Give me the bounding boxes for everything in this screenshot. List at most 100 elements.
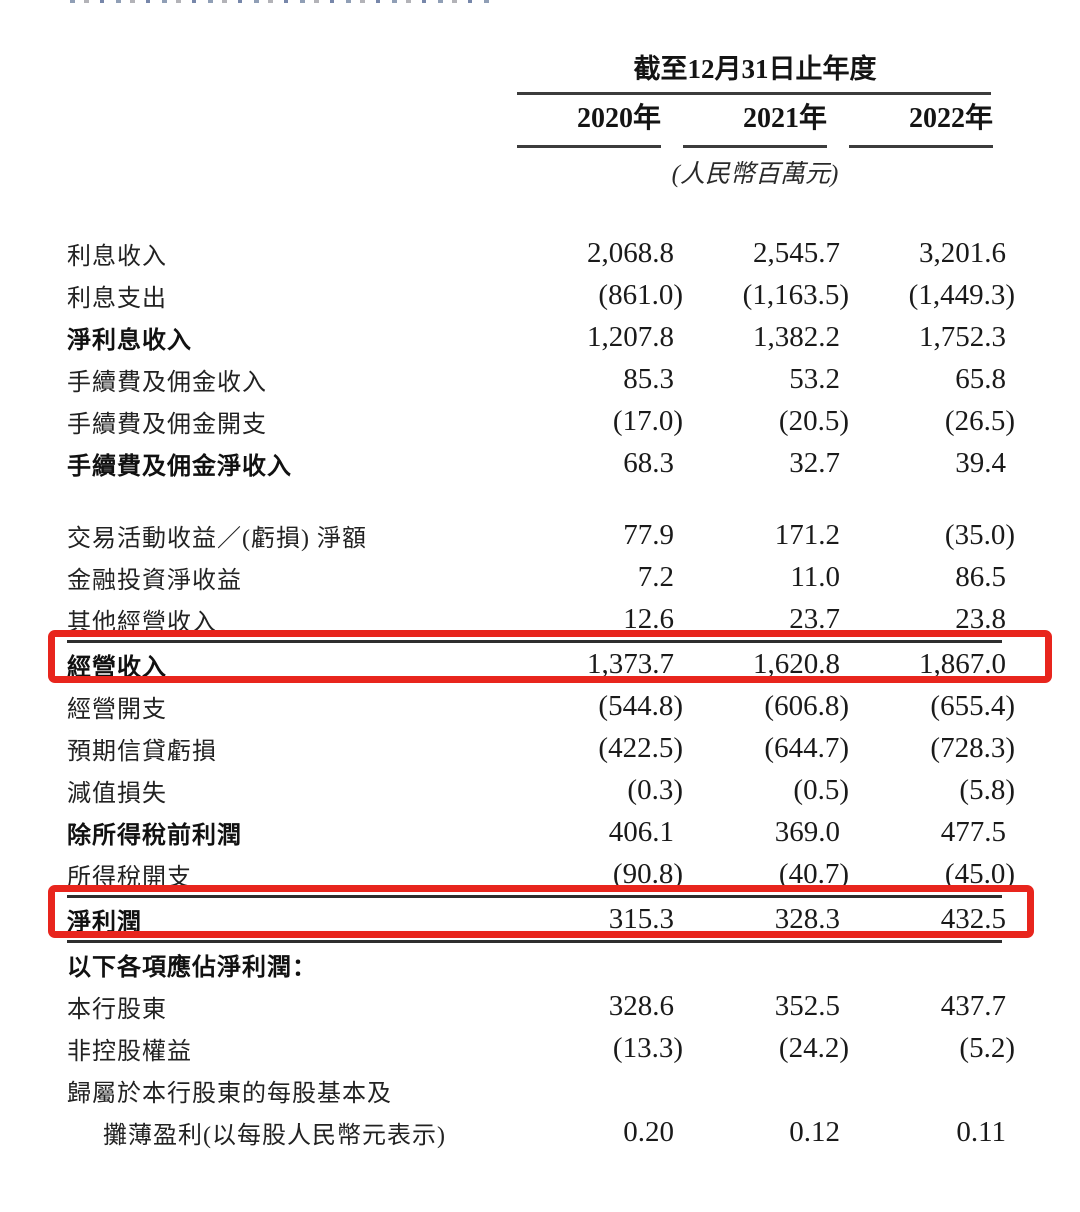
value-cell: 171.2 [774, 518, 840, 551]
value-cell: 53.2 [789, 362, 840, 395]
value-cell: 1,373.7 [587, 647, 674, 680]
table-row: 攤薄盈利(以每股人民幣元表示) 0.20 0.12 0.11 [67, 1111, 1006, 1153]
value-cell: 432.5 [940, 902, 1006, 935]
value-cell: (40.7) [778, 857, 849, 890]
income-statement-table: 利息收入 2,068.8 2,545.7 3,201.6 利息支出 (861.0) (1,1… [48, 232, 1052, 1153]
table-row: 其他經營收入 12.6 23.7 23.8 [67, 598, 1006, 640]
table-row: 非控股權益 (13.3) (24.2) (5.2) [67, 1027, 1015, 1069]
table-row: 手續費及佣金淨收入 68.3 32.7 39.4 [67, 442, 1006, 484]
value-cell: 12.6 [623, 602, 674, 635]
value-cell: 7.2 [637, 560, 674, 593]
row-label: 所得稅開支 [67, 864, 192, 891]
row-label: 金融投資淨收益 [67, 567, 242, 594]
row-label: 減值損失 [67, 780, 167, 807]
year-column-2022: 2022年 [908, 103, 993, 134]
table-row: 除所得稅前利潤 406.1 369.0 477.5 [67, 811, 1006, 853]
table-row: 淨利潤 315.3 328.3 432.5 [48, 885, 1034, 943]
year-column-2020: 2020年 [576, 103, 661, 134]
value-cell: (0.3) [627, 773, 683, 806]
row-label: 非控股權益 [67, 1038, 192, 1065]
value-cell: 437.7 [940, 989, 1006, 1022]
value-cell: (655.4) [930, 689, 1015, 722]
table-row: 金融投資淨收益 7.2 11.0 86.5 [67, 556, 1006, 598]
currency-unit-note: (人民幣百萬元) [671, 161, 839, 188]
row-label: 手續費及佣金開支 [67, 411, 267, 438]
value-cell: (13.3) [612, 1031, 683, 1064]
value-cell: (0.5) [793, 773, 849, 806]
value-cell: (20.5) [778, 404, 849, 437]
value-cell: 77.9 [623, 518, 674, 551]
table-row: 減值損失 (0.3) (0.5) (5.8) [67, 769, 1015, 811]
table-row: 以下各項應佔淨利潤： [67, 943, 1002, 985]
value-cell: (17.0) [612, 404, 683, 437]
value-cell: 1,382.2 [753, 320, 840, 353]
row-label: 利息支出 [67, 285, 167, 312]
value-cell: 11.0 [790, 560, 840, 593]
row-label: 除所得稅前利潤 [67, 822, 242, 849]
value-cell: 1,207.8 [587, 320, 674, 353]
value-cell: 85.3 [623, 362, 674, 395]
value-cell: 3,201.6 [919, 236, 1006, 269]
value-cell: 0.12 [789, 1115, 840, 1148]
value-cell: 328.6 [608, 989, 674, 1022]
year-underline-2022 [849, 145, 993, 148]
row-label: 歸屬於本行股東的每股基本及 [67, 1080, 392, 1107]
value-cell: 65.8 [955, 362, 1006, 395]
table-row: 淨利息收入 1,207.8 1,382.2 1,752.3 [67, 316, 1006, 358]
value-cell: (26.5) [944, 404, 1015, 437]
value-cell: 328.3 [774, 902, 840, 935]
table-row: 利息收入 2,068.8 2,545.7 3,201.6 [67, 232, 1006, 274]
table-row: 所得稅開支 (90.8) (40.7) (45.0) [67, 853, 1015, 895]
table-row: 預期信貸虧損 (422.5) (644.7) (728.3) [67, 727, 1015, 769]
value-cell: 1,752.3 [919, 320, 1006, 353]
value-cell: (728.3) [930, 731, 1015, 764]
header-rule [517, 92, 991, 95]
value-cell: 23.7 [789, 602, 840, 635]
year-underline-2021 [683, 145, 827, 148]
value-cell: 86.5 [955, 560, 1006, 593]
value-cell: 315.3 [608, 902, 674, 935]
value-cell: (544.8) [598, 689, 683, 722]
value-cell: (24.2) [778, 1031, 849, 1064]
table-row: 手續費及佣金收入 85.3 53.2 65.8 [67, 358, 1006, 400]
value-cell: 0.20 [623, 1115, 674, 1148]
row-label: 手續費及佣金淨收入 [67, 453, 292, 480]
value-cell: 1,620.8 [753, 647, 840, 680]
row-label: 淨利息收入 [67, 327, 192, 354]
table-row: 經營收入 1,373.7 1,620.8 1,867.0 [48, 630, 1052, 685]
value-cell: (644.7) [764, 731, 849, 764]
value-cell: (35.0) [944, 518, 1015, 551]
value-cell: (1,449.3) [908, 278, 1015, 311]
value-cell: (5.8) [959, 773, 1015, 806]
period-header: 截至12月31日止年度 [633, 54, 877, 84]
table-row: 歸屬於本行股東的每股基本及 [67, 1069, 1002, 1111]
row-label: 本行股東 [67, 996, 167, 1023]
table-row: 利息支出 (861.0) (1,163.5) (1,449.3) [67, 274, 1015, 316]
year-column-2021: 2021年 [742, 103, 827, 134]
value-cell: 406.1 [608, 815, 674, 848]
table-row: 經營開支 (544.8) (606.8) (655.4) [67, 685, 1015, 727]
table-row: 交易活動收益／(虧損) 淨額 77.9 171.2 (35.0) [67, 514, 1015, 556]
value-cell: 39.4 [955, 446, 1006, 479]
row-label: 經營收入 [67, 654, 167, 681]
value-cell: (422.5) [598, 731, 683, 764]
row-label: 交易活動收益／(虧損) 淨額 [67, 525, 367, 552]
value-cell: 2,545.7 [753, 236, 840, 269]
value-cell: 68.3 [623, 446, 674, 479]
year-columns-header: 2020年 2021年 2022年 [517, 101, 1002, 137]
row-label: 預期信貸虧損 [67, 738, 217, 765]
value-cell: 477.5 [940, 815, 1006, 848]
value-cell: 0.11 [956, 1115, 1006, 1148]
row-label: 手續費及佣金收入 [67, 369, 267, 396]
value-cell: (90.8) [612, 857, 683, 890]
row-label: 攤薄盈利(以每股人民幣元表示) [103, 1122, 446, 1149]
value-cell: 23.8 [955, 602, 1006, 635]
value-cell: 32.7 [789, 446, 840, 479]
row-label: 經營開支 [67, 696, 167, 723]
value-cell: 369.0 [774, 815, 840, 848]
value-cell: (606.8) [764, 689, 849, 722]
row-label: 淨利潤 [67, 909, 142, 936]
clipped-text-remnant [70, 0, 490, 3]
row-label: 以下各項應佔淨利潤： [67, 954, 317, 981]
